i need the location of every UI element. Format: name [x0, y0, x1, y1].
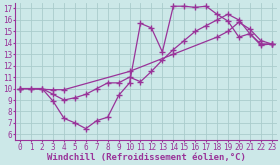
X-axis label: Windchill (Refroidissement éolien,°C): Windchill (Refroidissement éolien,°C): [46, 153, 245, 162]
